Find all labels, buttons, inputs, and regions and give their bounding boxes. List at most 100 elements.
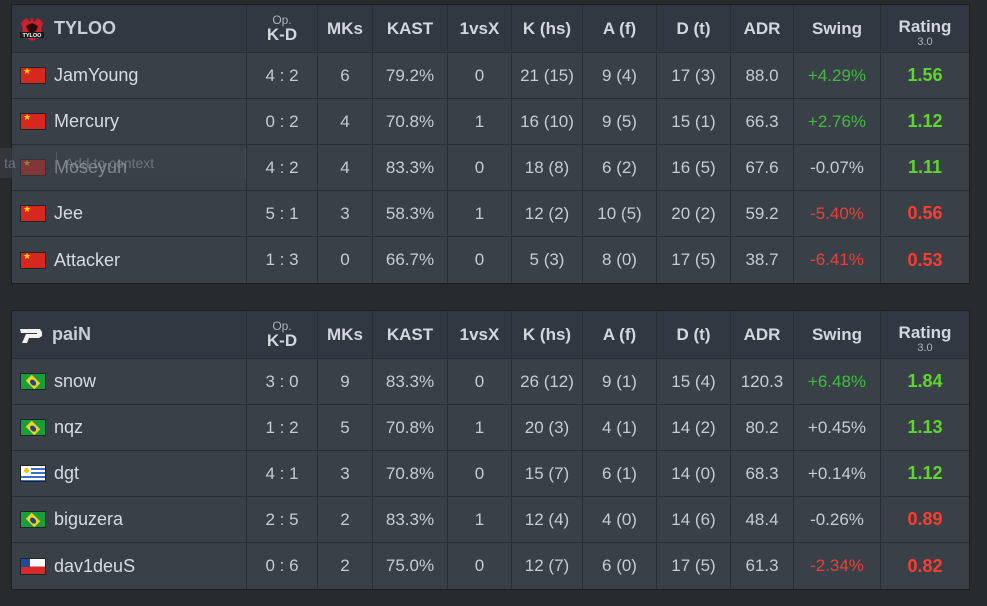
stat-mks: 9 [318,359,373,405]
header-swing[interactable]: Swing [794,5,881,53]
stat-rating: 0.82 [907,555,943,576]
stat-1vsx: 0 [448,451,512,497]
team-name[interactable]: paiN [52,324,92,344]
uruguay-flag-icon [20,465,46,482]
player-cell[interactable]: Attacker [12,237,247,283]
stat-rating: 0.53 [907,249,943,270]
header-adr[interactable]: ADR [731,5,794,53]
stat-kills-hs: 12 (4) [512,497,583,543]
player-name[interactable]: JamYoung [54,65,139,85]
header-rating[interactable]: Rating 3.0 [881,5,969,53]
player-cell[interactable]: biguzera [12,497,247,543]
player-name[interactable]: biguzera [54,509,124,529]
stat-op-kd: 1 : 3 [247,237,318,283]
header-1vsx[interactable]: 1vsX [448,311,512,359]
stat-op-kd: 4 : 1 [247,451,318,497]
stat-adr: 68.3 [731,451,794,497]
team-scoreboard-tyloo: TYLOO TYLOO Op. K-D MKs KAST 1vsX K (hs)… [11,4,970,284]
stat-1vsx: 0 [448,359,512,405]
player-cell[interactable]: nqz [12,405,247,451]
stat-assists-flash: 10 (5) [583,191,657,237]
stat-op-kd: 2 : 5 [247,497,318,543]
stat-rating: 1.13 [881,405,969,451]
player-row: Attacker 1 : 3 0 66.7% 0 5 (3) 8 (0) 17 … [12,237,969,283]
stat-kast: 70.8% [373,99,448,145]
header-mks[interactable]: MKs [318,311,373,359]
player-name[interactable]: Mercury [54,111,120,131]
player-cell[interactable]: dgt [12,451,247,497]
stat-1vsx: 1 [448,497,512,543]
header-assists-flash[interactable]: A (f) [583,5,657,53]
stat-kast: 75.0% [373,543,448,589]
stat-mks: 4 [318,145,373,191]
header-1vsx[interactable]: 1vsX [448,5,512,53]
header-mks[interactable]: MKs [318,5,373,53]
header-rating[interactable]: Rating 3.0 [881,311,969,359]
stat-kills-hs: 21 (15) [512,53,583,99]
header-deaths-traded[interactable]: D (t) [657,5,731,53]
team-header[interactable]: TYLOO TYLOO [12,5,247,53]
header-rating-label: Rating [898,16,952,36]
scoreboard-header: paiN Op. K-D MKs KAST 1vsX K (hs) A (f) … [12,311,969,359]
stat-op-kd: 4 : 2 [247,145,318,191]
stat-assists-flash: 9 (5) [583,99,657,145]
stat-deaths-traded: 17 (5) [657,543,731,589]
player-row: biguzera 2 : 5 2 83.3% 1 12 (4) 4 (0) 14… [12,497,969,543]
player-cell[interactable]: Jee [12,191,247,237]
player-name[interactable]: nqz [54,417,84,437]
stat-kills-hs: 5 (3) [512,237,583,283]
stat-1vsx: 0 [448,145,512,191]
player-name[interactable]: snow [54,371,97,391]
stat-adr: 120.3 [731,359,794,405]
player-cell[interactable]: Mercury [12,99,247,145]
player-name[interactable]: Moseyuh [54,157,128,177]
player-name[interactable]: Jee [54,203,84,223]
header-op-kd[interactable]: Op. K-D [247,311,318,359]
header-kast[interactable]: KAST [373,311,448,359]
stat-kills-hs: 15 (7) [512,451,583,497]
stat-1vsx: 0 [448,237,512,283]
player-row: dgt 4 : 1 3 70.8% 0 15 (7) 6 (1) 14 (0) … [12,451,969,497]
stat-op-kd: 5 : 1 [247,191,318,237]
player-cell[interactable]: snow [12,359,247,405]
stat-assists-flash: 9 (4) [583,53,657,99]
player-name[interactable]: Attacker [54,249,121,270]
stat-kills-hs: 12 (7) [512,543,583,589]
stat-deaths-traded: 15 (4) [657,359,731,405]
stat-op-kd: 0 : 2 [247,99,318,145]
player-cell[interactable]: dav1deuS [12,543,247,589]
header-swing[interactable]: Swing [794,311,881,359]
team-header[interactable]: paiN [12,311,247,359]
stat-adr: 48.4 [731,497,794,543]
header-deaths-traded[interactable]: D (t) [657,311,731,359]
header-kast[interactable]: KAST [373,5,448,53]
stat-deaths-traded: 14 (6) [657,497,731,543]
header-kills-hs[interactable]: K (hs) [512,5,583,53]
stat-swing: +4.29% [794,53,881,99]
stat-op-kd: 4 : 2 [247,53,318,99]
stat-swing: +0.14% [794,451,881,497]
player-name[interactable]: dav1deuS [54,555,136,576]
header-kills-hs[interactable]: K (hs) [512,311,583,359]
stat-rating: 0.56 [881,191,969,237]
stat-assists-flash: 6 (2) [583,145,657,191]
stat-mks: 5 [318,405,373,451]
player-cell[interactable]: Moseyuh [12,145,247,191]
stat-kast: 58.3% [373,191,448,237]
stat-adr: 38.7 [731,237,794,283]
stat-op-kd: 0 : 6 [247,543,318,589]
player-name[interactable]: dgt [54,463,80,483]
china-flag-icon [20,158,46,176]
stat-mks: 3 [318,191,373,237]
stat-rating: 1.11 [881,145,969,191]
stat-kast: 83.3% [373,145,448,191]
stat-assists-flash: 4 (1) [583,405,657,451]
stat-swing: -6.41% [794,237,881,283]
stat-kast: 79.2% [373,53,448,99]
header-assists-flash[interactable]: A (f) [583,311,657,359]
stat-assists-flash: 4 (0) [583,497,657,543]
header-op-kd[interactable]: Op. K-D [247,5,318,53]
team-name[interactable]: TYLOO [54,18,116,38]
header-adr[interactable]: ADR [731,311,794,359]
player-cell[interactable]: JamYoung [12,53,247,99]
